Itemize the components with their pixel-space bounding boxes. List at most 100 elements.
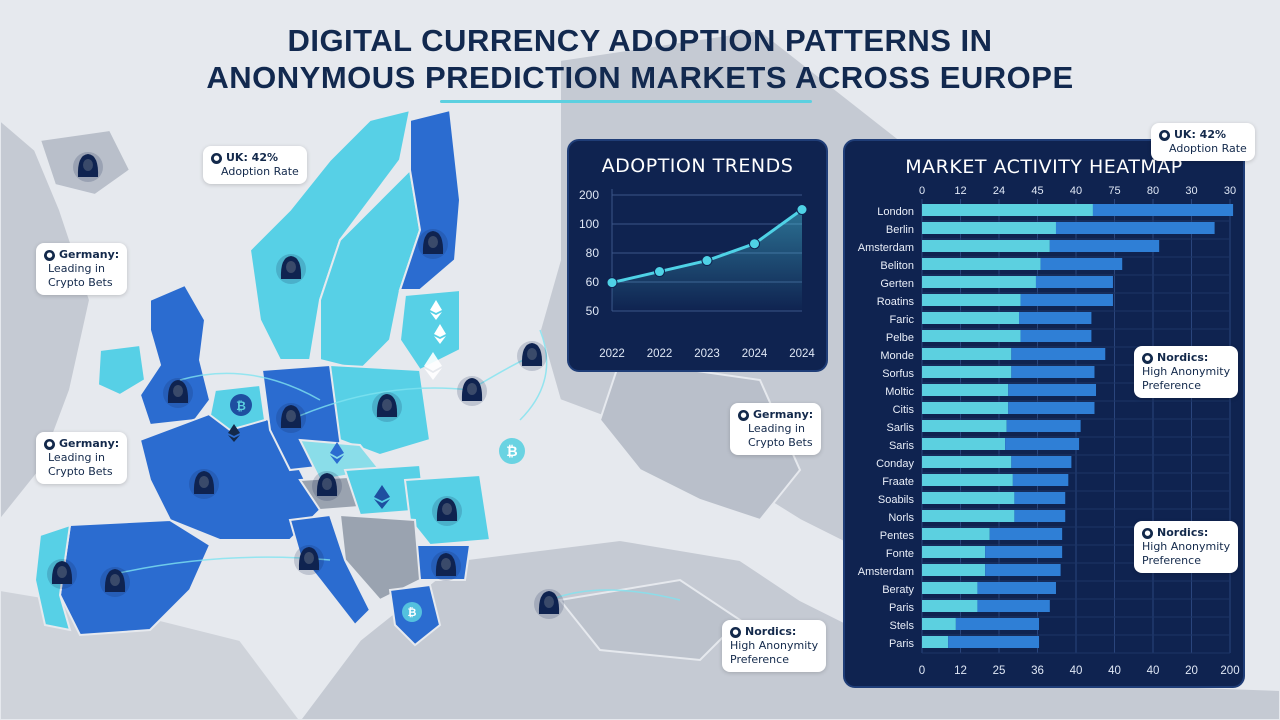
info-icon: ● bbox=[1142, 527, 1153, 539]
callout-body: High Anonymity bbox=[1142, 540, 1231, 553]
y-tick-label: 60 bbox=[586, 275, 600, 289]
ethereum-icon bbox=[228, 424, 240, 442]
anonymous-user-icon-face bbox=[467, 383, 477, 395]
svg-text:₿: ₿ bbox=[236, 399, 246, 413]
bar-segment-cyan bbox=[922, 240, 1050, 252]
anonymous-user-icon bbox=[276, 254, 306, 284]
bar-segment-cyan bbox=[922, 276, 1036, 288]
bar-segment-cyan bbox=[922, 420, 1007, 432]
bar-segment-cyan bbox=[922, 366, 1012, 378]
top-tick-label: 75 bbox=[1108, 185, 1120, 197]
country-spain bbox=[58, 518, 212, 637]
callout-head: UK: 42% bbox=[226, 151, 279, 164]
trend-point bbox=[796, 204, 808, 215]
bar-segment-blue bbox=[1019, 312, 1092, 324]
anonymous-user-icon-face bbox=[382, 399, 392, 411]
anonymous-user-icon-face bbox=[173, 385, 183, 397]
bottom-tick-label: 0 bbox=[919, 665, 925, 677]
bar-segment-cyan bbox=[922, 294, 1021, 306]
bar-segment-blue bbox=[989, 528, 1063, 540]
bar-segment-blue bbox=[1092, 204, 1234, 216]
anonymous-user-icon-face bbox=[322, 478, 332, 490]
y-tick-label: 80 bbox=[586, 246, 600, 260]
country-ireland bbox=[96, 343, 147, 397]
bar-segment-blue bbox=[1011, 456, 1072, 468]
bar-segment-blue bbox=[1014, 510, 1066, 522]
callout-body: Leading in bbox=[748, 422, 805, 435]
callout-body: High Anonymity bbox=[730, 639, 819, 652]
top-tick-label: 30 bbox=[1185, 185, 1197, 197]
category-label: Roatins bbox=[877, 296, 915, 308]
category-label: London bbox=[877, 206, 914, 218]
bottom-tick-label: 40 bbox=[1147, 665, 1160, 677]
anonymous-user-icon bbox=[418, 229, 448, 259]
callout-nordics-2: ● Nordics: High Anonymity Preference bbox=[1134, 346, 1239, 398]
bitcoin-icon: ₿ bbox=[402, 602, 422, 622]
category-label: Soabils bbox=[878, 494, 915, 506]
bar-segment-blue bbox=[1020, 294, 1113, 306]
bar-segment-blue bbox=[1011, 366, 1095, 378]
info-icon: ● bbox=[730, 626, 741, 638]
anonymous-user-icon bbox=[431, 551, 461, 581]
x-tick-label: 2024 bbox=[789, 348, 815, 360]
top-tick-label: 80 bbox=[1147, 185, 1159, 197]
anonymous-user-icon-face bbox=[544, 596, 554, 608]
category-label: Berlin bbox=[886, 224, 914, 236]
category-label: Faric bbox=[890, 314, 915, 326]
svg-text:₿: ₿ bbox=[408, 607, 417, 619]
trend-point bbox=[654, 266, 665, 278]
top-tick-label: 24 bbox=[993, 185, 1005, 197]
country-norway bbox=[248, 108, 412, 361]
info-icon: ● bbox=[1159, 129, 1170, 141]
category-label: Fraate bbox=[882, 476, 914, 488]
top-tick-label: 0 bbox=[919, 185, 925, 197]
callout-head: UK: 42% bbox=[1174, 128, 1227, 141]
market-activity-chart: 0 12 24 45 40 75 80 30 30 0 12 25 36 40 40 40 20 200 Londo… bbox=[858, 185, 1240, 677]
callout-uk-map: ● UK: 42% Adoption Rate bbox=[203, 146, 307, 184]
bar-segment-cyan bbox=[922, 528, 990, 540]
anonymous-user-icon-face bbox=[428, 236, 438, 248]
anonymous-user-icon bbox=[294, 545, 324, 575]
bar-segment-cyan bbox=[922, 384, 1009, 396]
info-icon: ● bbox=[44, 438, 55, 450]
bottom-tick-label: 20 bbox=[1185, 665, 1198, 677]
anonymous-user-icon-face bbox=[441, 558, 451, 570]
anonymous-user-icon bbox=[47, 559, 77, 589]
callout-body: Crypto Bets bbox=[48, 465, 113, 478]
anonymous-user-icon-face bbox=[442, 503, 452, 515]
anonymous-user-icon bbox=[189, 469, 219, 499]
callout-body: Preference bbox=[1142, 554, 1201, 567]
bar-segment-blue bbox=[1006, 420, 1081, 432]
bar-segment-blue bbox=[1008, 384, 1097, 396]
category-label: Sarlis bbox=[886, 422, 914, 434]
category-label: Fonte bbox=[886, 548, 914, 560]
bar-segment-cyan bbox=[922, 474, 1013, 486]
bar-segment-blue bbox=[1040, 258, 1123, 270]
bar-segment-blue bbox=[1020, 330, 1092, 342]
info-icon: ● bbox=[211, 152, 222, 164]
bottom-tick-label: 200 bbox=[1220, 665, 1239, 677]
bottom-tick-label: 40 bbox=[1070, 665, 1083, 677]
bar-segment-blue bbox=[1014, 492, 1066, 504]
anonymous-user-icon-face bbox=[199, 476, 209, 488]
adoption-trends-panel: ADOPTION TRENDS 200 100 80 60 50 2022 2022 2023… bbox=[567, 139, 828, 372]
ethereum-icon bbox=[434, 324, 446, 344]
category-label: Beliton bbox=[880, 260, 914, 272]
callout-head: Germany: bbox=[59, 437, 120, 450]
bar-segment-cyan bbox=[922, 402, 1009, 414]
anonymous-user-icon-face bbox=[110, 574, 120, 586]
bar-segment-blue bbox=[1035, 276, 1113, 288]
category-label: Paris bbox=[889, 638, 915, 650]
bitcoin-icon: ₿ bbox=[230, 394, 252, 416]
y-tick-label: 50 bbox=[586, 304, 600, 318]
category-label: Norls bbox=[888, 512, 914, 524]
callout-body: Preference bbox=[1142, 379, 1201, 392]
callout-head: Germany: bbox=[753, 408, 814, 421]
bitcoin-icon: ₿ bbox=[499, 438, 525, 464]
anonymous-user-icon-face bbox=[286, 410, 296, 422]
anonymous-user-icon bbox=[276, 403, 306, 433]
callout-body: Crypto Bets bbox=[748, 436, 813, 449]
anonymous-user-icon bbox=[534, 589, 564, 619]
bottom-tick-label: 12 bbox=[954, 665, 967, 677]
callout-body: Leading in bbox=[48, 262, 105, 275]
